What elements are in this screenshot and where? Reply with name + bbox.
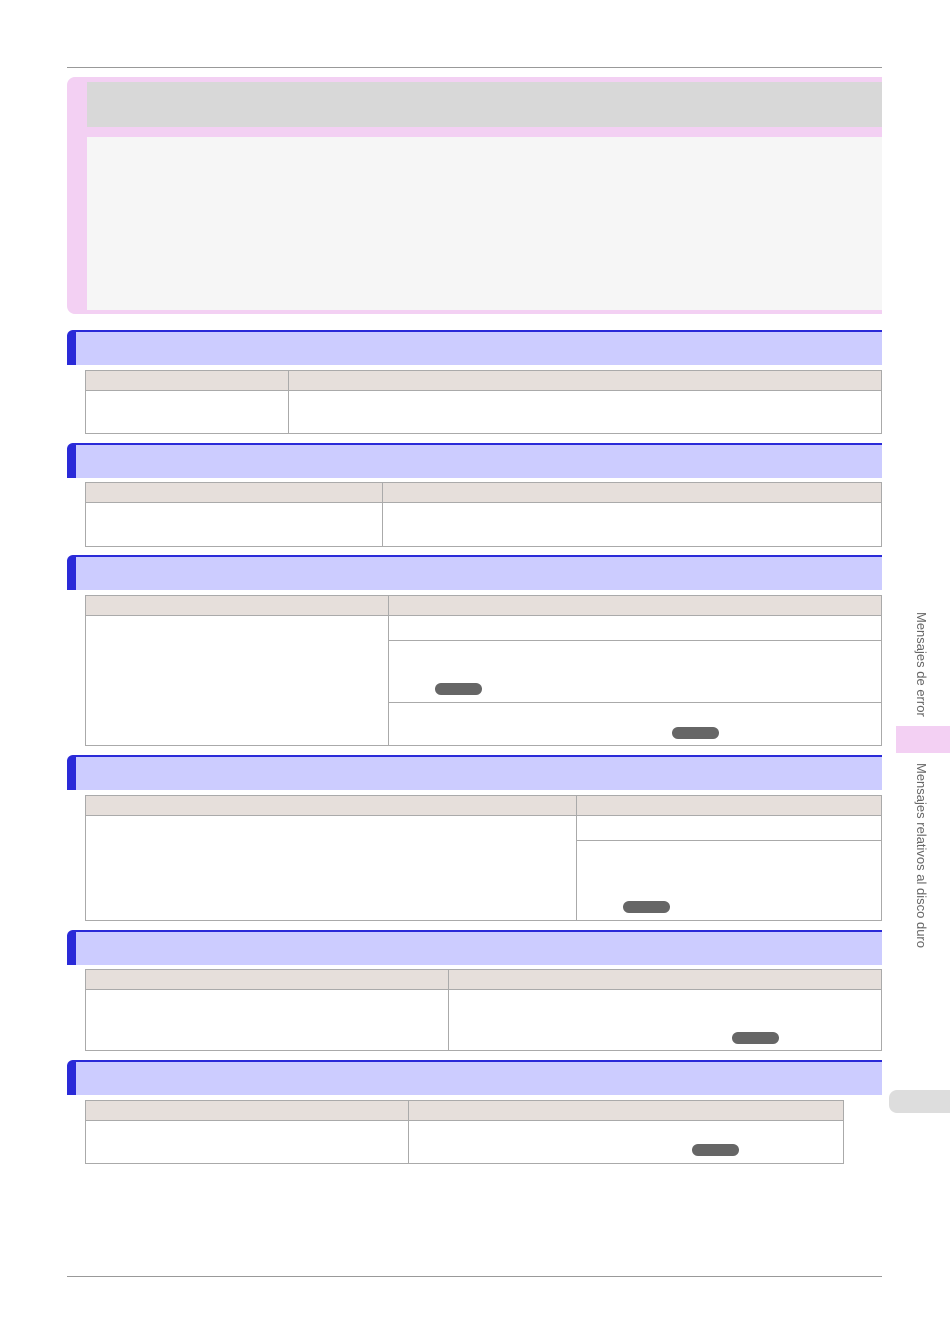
link-button[interactable] xyxy=(692,1144,739,1156)
page-tab xyxy=(889,1090,950,1113)
link-button[interactable] xyxy=(435,683,482,695)
chapter-tab xyxy=(896,726,950,753)
section-header xyxy=(67,443,882,478)
section-header xyxy=(67,755,882,790)
table xyxy=(85,370,882,434)
link-button[interactable] xyxy=(623,901,670,913)
section-header xyxy=(67,330,882,365)
bottom-rule xyxy=(67,1276,882,1277)
table xyxy=(85,795,882,921)
top-rule xyxy=(67,67,882,68)
table xyxy=(85,595,882,746)
note-body xyxy=(87,137,882,310)
section-tab-label: Mensajes relativos al disco duro xyxy=(914,763,929,948)
table xyxy=(85,482,882,547)
section-header xyxy=(67,930,882,965)
section-header xyxy=(67,555,882,590)
note-header xyxy=(87,82,882,127)
link-button[interactable] xyxy=(672,727,719,739)
table xyxy=(85,969,882,1051)
chapter-tab-label: Mensajes de error xyxy=(914,612,929,717)
section-header xyxy=(67,1060,882,1095)
table xyxy=(85,1100,844,1164)
link-button[interactable] xyxy=(732,1032,779,1044)
